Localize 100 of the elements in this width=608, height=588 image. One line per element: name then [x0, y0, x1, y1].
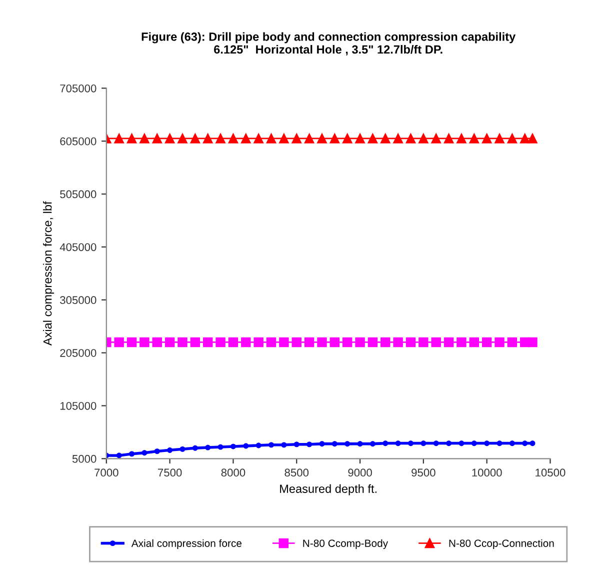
point	[294, 442, 300, 448]
point	[281, 442, 287, 448]
y-tick-label: 605000	[60, 137, 96, 146]
point	[484, 440, 490, 446]
point	[140, 134, 150, 144]
point	[164, 134, 175, 144]
point	[332, 441, 338, 447]
point	[266, 337, 276, 348]
point	[368, 337, 378, 348]
point	[279, 134, 289, 144]
legend-label: N-80 Ccop-Connection	[449, 539, 554, 550]
point	[469, 337, 480, 348]
point	[458, 440, 464, 446]
point	[152, 337, 162, 348]
point	[216, 337, 226, 348]
point	[471, 440, 477, 446]
point	[330, 134, 340, 144]
point	[431, 337, 441, 348]
x-axis-title: Measured depth ft.	[280, 484, 376, 496]
point	[243, 443, 249, 449]
point	[420, 440, 426, 446]
point	[418, 134, 428, 144]
point	[126, 134, 137, 144]
point	[228, 337, 238, 348]
point	[152, 134, 162, 144]
point	[116, 452, 122, 458]
point	[317, 337, 327, 348]
point	[355, 134, 365, 144]
point	[382, 440, 388, 446]
point	[304, 337, 314, 348]
point	[114, 134, 124, 144]
point	[330, 337, 340, 348]
point	[218, 444, 224, 450]
x-tick-label: 8500	[284, 468, 309, 477]
point	[528, 337, 538, 348]
x-tick-label: 8000	[221, 468, 246, 477]
point	[406, 337, 416, 348]
point	[393, 134, 403, 144]
x-tick-label: 10500	[536, 468, 566, 477]
point	[292, 134, 302, 144]
point	[205, 444, 211, 450]
point	[482, 337, 492, 348]
point	[507, 134, 518, 144]
point	[408, 440, 414, 446]
point	[496, 440, 502, 446]
y-tick-label: 305000	[60, 296, 96, 304]
point	[279, 337, 289, 348]
point	[142, 450, 148, 456]
point	[317, 134, 327, 144]
x-tick-label: 10000	[472, 468, 502, 477]
point	[509, 440, 515, 446]
point	[126, 337, 137, 348]
x-tick-label: 9000	[348, 468, 372, 477]
point	[357, 441, 363, 447]
point	[355, 337, 365, 348]
point	[444, 337, 454, 348]
point	[444, 134, 454, 144]
y-tick-label: 5000	[72, 454, 96, 463]
point	[342, 337, 352, 348]
y-tick-label: 705000	[60, 84, 96, 92]
legend-label: N-80 Ccomp-Body	[303, 539, 388, 550]
point	[114, 337, 124, 348]
point	[406, 134, 416, 144]
point	[520, 134, 530, 144]
point	[254, 337, 264, 348]
point	[254, 134, 264, 144]
y-tick-label: 505000	[60, 190, 96, 198]
point	[342, 134, 352, 144]
point	[306, 442, 312, 448]
x-tick-label: 9500	[412, 468, 436, 477]
point	[167, 447, 173, 453]
point	[380, 134, 390, 144]
point	[446, 440, 452, 446]
point	[202, 134, 213, 144]
point	[370, 441, 376, 447]
x-tick-label: 7500	[158, 468, 182, 477]
point	[202, 337, 213, 348]
point	[256, 442, 262, 448]
point	[433, 440, 439, 446]
y-axis-title: Axial compression force, lbf	[43, 201, 54, 346]
point	[368, 134, 378, 144]
y-tick-label: 205000	[60, 349, 96, 357]
point	[418, 337, 428, 348]
point	[230, 444, 236, 450]
point	[456, 134, 466, 144]
point	[380, 337, 390, 348]
point	[456, 337, 466, 348]
point	[228, 134, 238, 144]
point	[190, 337, 200, 348]
point	[216, 134, 226, 144]
point	[180, 446, 186, 452]
x-tick-label: 7000	[94, 468, 118, 477]
point	[241, 134, 251, 144]
y-tick-label: 105000	[60, 402, 96, 410]
y-tick-label: 405000	[60, 243, 96, 252]
point	[344, 441, 350, 447]
point	[292, 337, 302, 348]
legend-label: Axial compression force	[131, 539, 242, 550]
point	[522, 440, 528, 446]
point	[528, 134, 538, 144]
